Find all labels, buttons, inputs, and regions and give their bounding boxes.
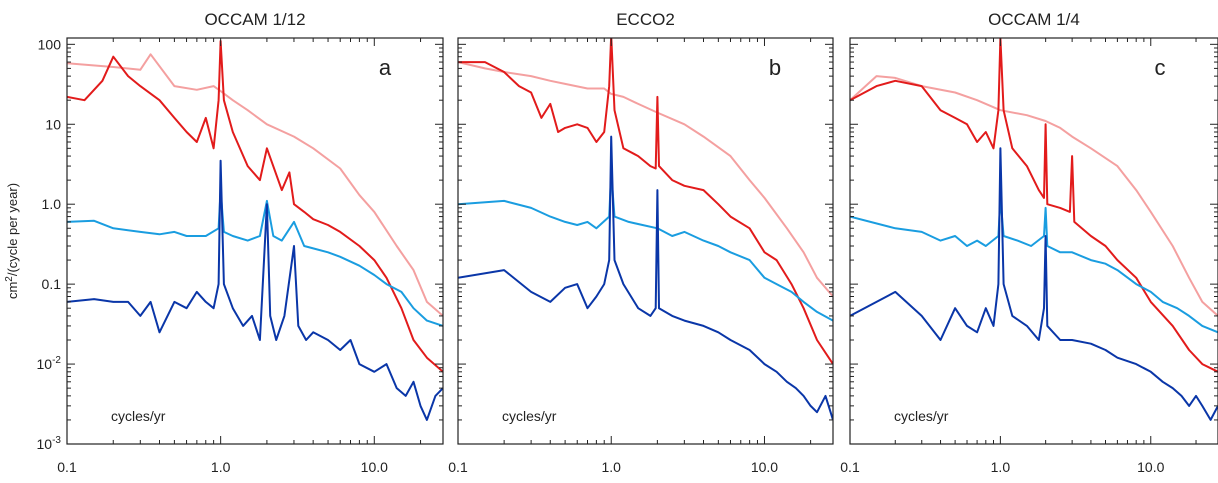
y-tick-label: 0.1 [42,276,62,292]
y-tick-label: 10-2 [37,355,62,372]
plot-frame [457,37,834,445]
y-tick-label: 10-3 [37,435,62,452]
series-line-3 [67,189,443,327]
y-axis-label: cm2/(cycle per year) [4,183,20,299]
series-line-4 [458,135,833,421]
x-tick-label: 10.0 [361,459,388,475]
series-line-1 [67,53,443,317]
panel-label: b [769,55,781,80]
x-tick-label: 0.1 [57,459,77,475]
panel-b: 0.1 1.0 10.0 ECCO2 b cycles/yr [448,10,834,475]
x-tick-label: 0.1 [448,459,468,475]
x-tick-label: 10.0 [1137,459,1164,475]
series-line-4 [67,159,443,421]
series-line-2 [458,38,833,365]
series-line-2 [67,40,443,373]
series-line-3 [458,171,833,322]
panel-title: ECCO2 [616,10,675,29]
x-units-annotation: cycles/yr [502,408,557,424]
y-tick-label: 10 [45,116,61,132]
panel-c: 0.1 1.0 10.0 OCCAM 1/4 c cycles/yr [840,10,1218,475]
x-units-annotation: cycles/yr [894,408,949,424]
x-tick-label: 10.0 [751,459,778,475]
panel-label: c [1155,55,1166,80]
x-units-annotation: cycles/yr [111,408,166,424]
series-line-1 [850,75,1218,317]
y-tick-label: 100 [38,36,62,52]
series-group [850,38,1218,421]
panel-label: a [379,55,392,80]
x-tick-label: 1.0 [991,459,1011,475]
series-line-4 [850,147,1218,421]
x-tick-label: 1.0 [602,459,622,475]
x-tick-label: 0.1 [840,459,860,475]
series-line-2 [850,38,1218,373]
series-line-1 [458,61,833,298]
x-tick-label: 1.0 [211,459,231,475]
series-line-3 [850,196,1218,334]
y-tick-label: 1.0 [42,196,62,212]
plot-frame [849,37,1218,445]
series-group [458,38,833,421]
panel-title: OCCAM 1/4 [988,10,1080,29]
plot-frame [66,37,444,445]
panel-title: OCCAM 1/12 [204,10,305,29]
series-group [67,40,443,421]
panel-a: 0.1 1.0 10.0 100 10 1.0 0.1 10-2 10-3 OCCAM 1/12 a… [4,10,444,475]
